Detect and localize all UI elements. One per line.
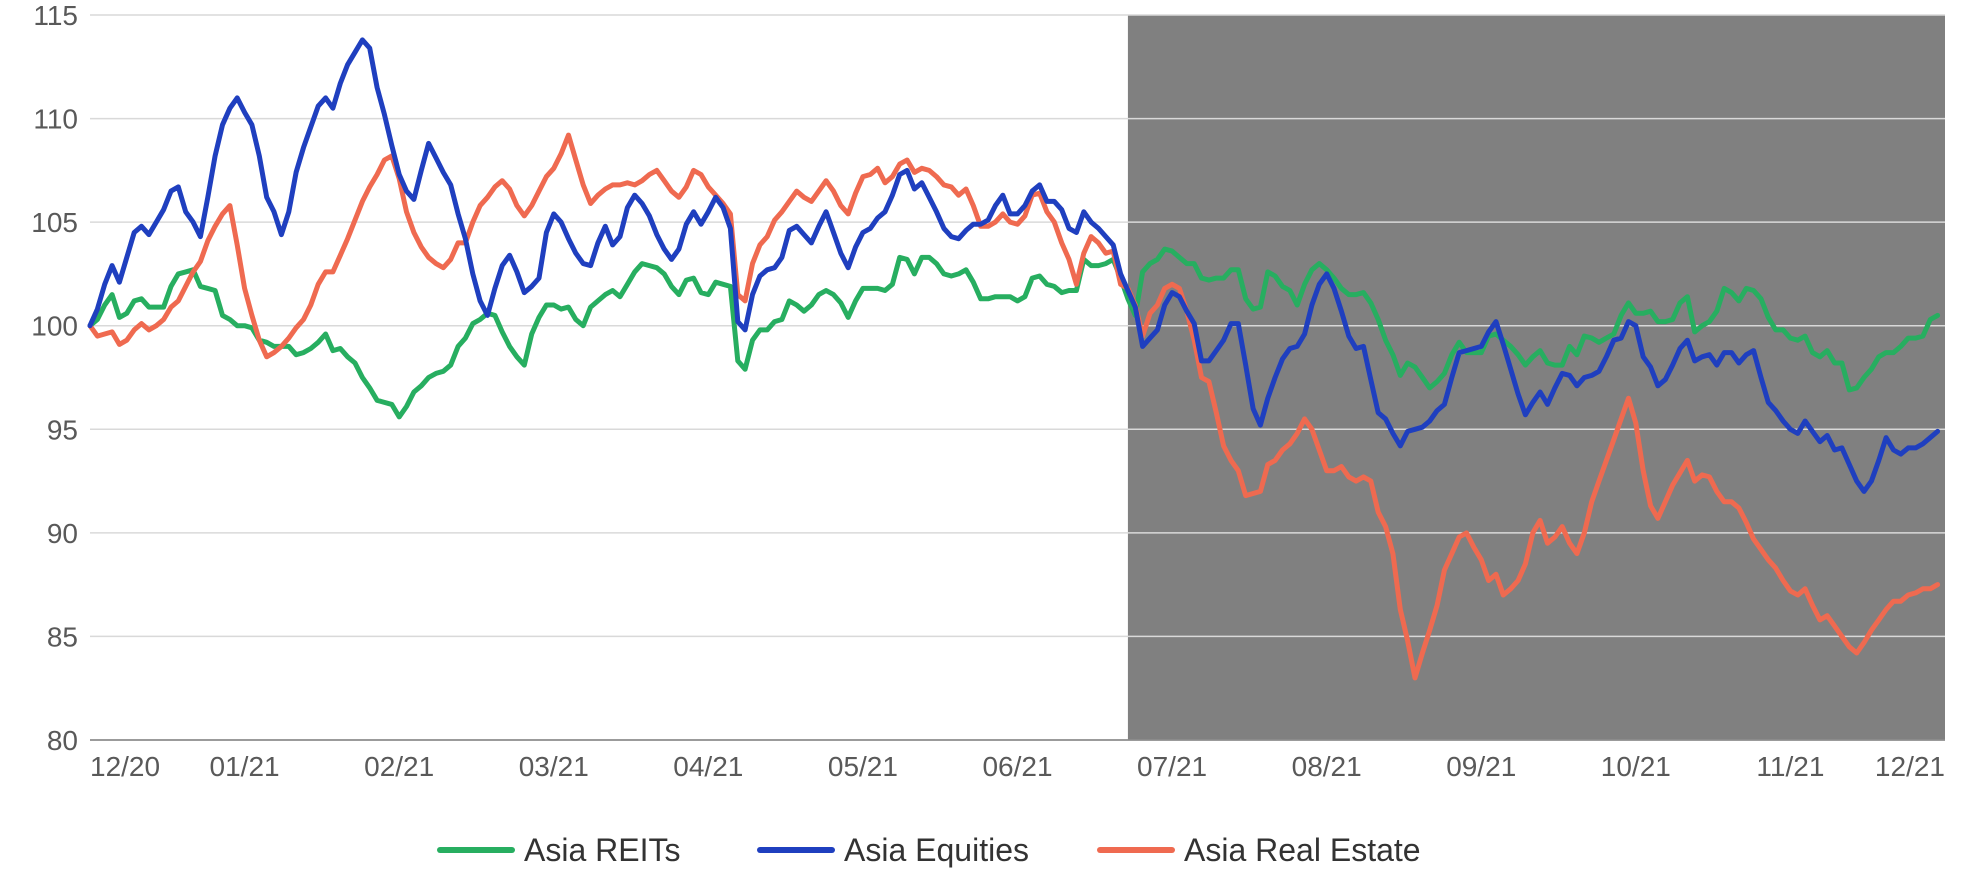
x-axis-label: 02/21 bbox=[364, 751, 434, 782]
y-axis-label: 85 bbox=[47, 621, 78, 652]
y-axis-label: 115 bbox=[33, 0, 78, 31]
x-axis-label: 12/20 bbox=[90, 751, 160, 782]
x-axis-label: 08/21 bbox=[1292, 751, 1362, 782]
y-axis-label: 80 bbox=[47, 725, 78, 756]
y-axis-label: 110 bbox=[33, 104, 78, 135]
x-axis-label: 04/21 bbox=[673, 751, 743, 782]
x-axis-label: 12/21 bbox=[1875, 751, 1945, 782]
x-axis-label: 07/21 bbox=[1137, 751, 1207, 782]
x-axis-label: 03/21 bbox=[519, 751, 589, 782]
chart-svg: 80 85 90 95 100 105 110 115 12/20 01/21 02/21 03/21… bbox=[0, 0, 1964, 892]
x-axis-label: 10/21 bbox=[1601, 751, 1671, 782]
y-axis-label: 105 bbox=[31, 207, 78, 238]
x-axis-label: 09/21 bbox=[1446, 751, 1516, 782]
y-axis-label: 95 bbox=[47, 414, 78, 445]
x-axis-label: 05/21 bbox=[828, 751, 898, 782]
y-axis-label: 100 bbox=[31, 311, 78, 342]
x-axis-label: 01/21 bbox=[210, 751, 280, 782]
x-axis-label: 06/21 bbox=[982, 751, 1052, 782]
shaded-region bbox=[1128, 15, 1945, 740]
legend-label-reits: Asia REITs bbox=[524, 832, 680, 868]
x-axis-label: 11/21 bbox=[1756, 751, 1824, 782]
y-axis-label: 90 bbox=[47, 518, 78, 549]
legend-label-restate: Asia Real Estate bbox=[1184, 832, 1421, 868]
line-chart: 80 85 90 95 100 105 110 115 12/20 01/21 02/21 03/21… bbox=[0, 0, 1964, 892]
legend-label-equities: Asia Equities bbox=[844, 832, 1029, 868]
